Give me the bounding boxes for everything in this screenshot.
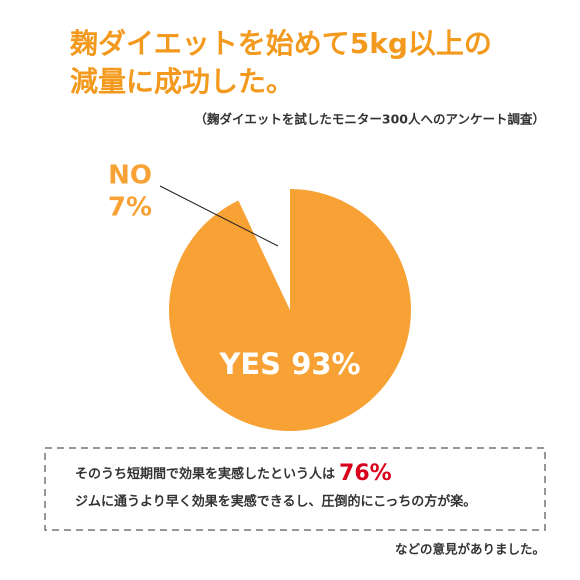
slice-label-group: YES 93% [218,347,360,381]
title-line: 麹ダイエットを始めて5kg以上の [69,27,492,60]
note-line: ジムに通うより早く効果を実感できるし、圧倒的にこっちの方が楽。 [75,494,476,510]
title-line: 減量に成功した。 [70,65,294,98]
note-line: そのうち短期間で効果を実感したという人は 76% [75,461,392,486]
subtitle: （麹ダイエットを試したモニター300人へのアンケート調査） [195,112,545,127]
note-box [44,447,546,531]
leader-line [159,185,279,247]
note-highlight: 76% [339,461,392,486]
slice-label: 93% [291,347,360,381]
slice-category: NO [108,161,152,191]
footer: などの意見がありました。 [395,542,545,557]
slice-label: 7% [108,193,152,223]
slice-category: YES [218,347,281,381]
pie-slice [238,189,290,310]
note-text: そのうち短期間で効果を実感したという人は [75,466,335,482]
pie [168,189,411,431]
